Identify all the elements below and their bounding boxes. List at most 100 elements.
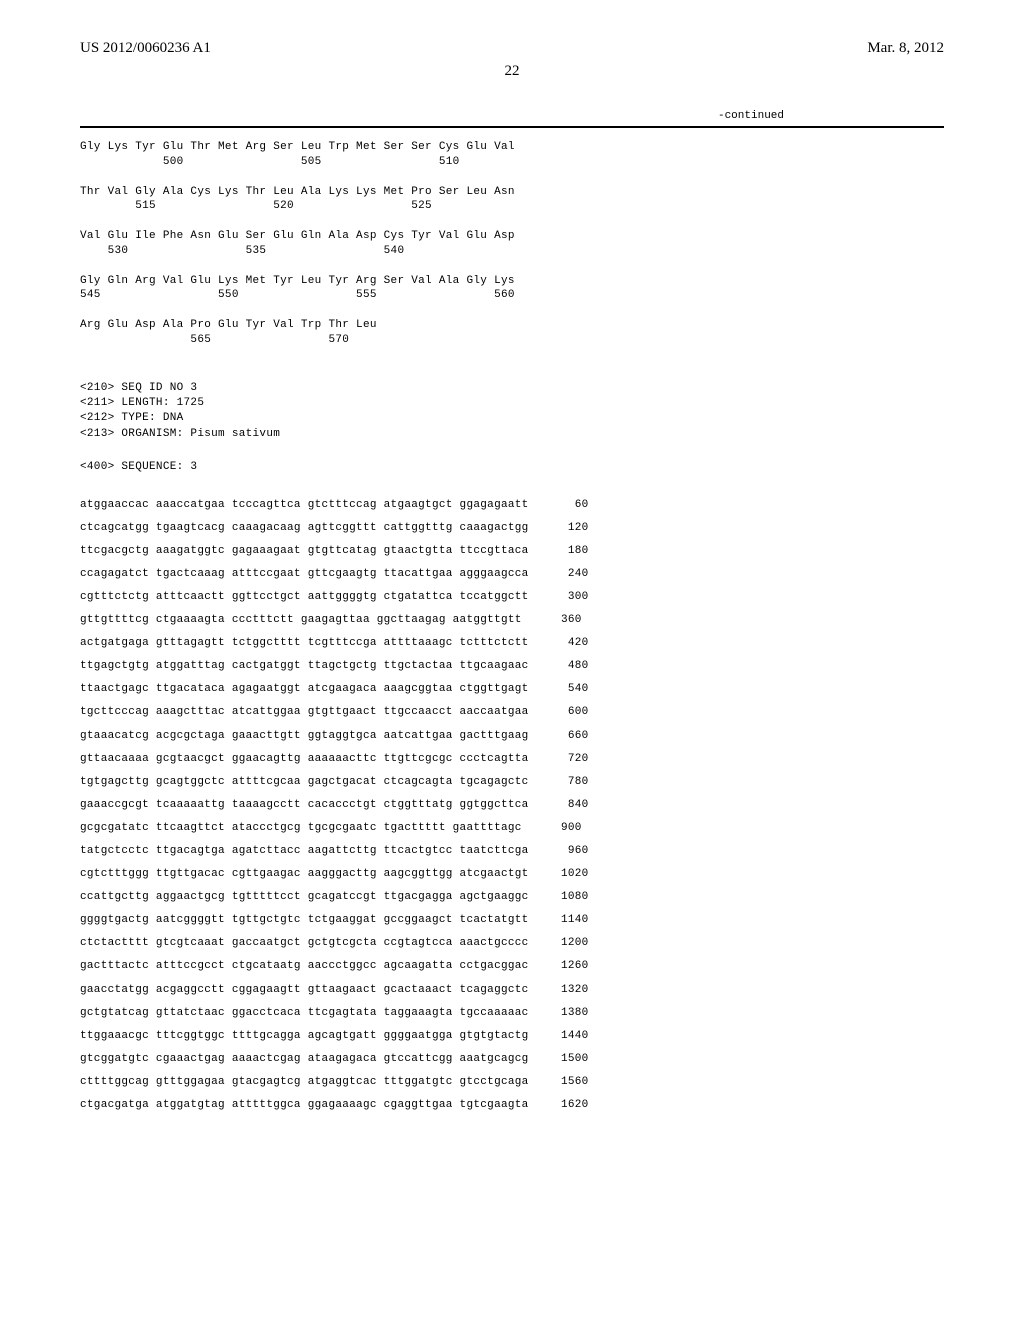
seq-length: <211> LENGTH: 1725: [80, 396, 944, 411]
dna-row: atggaaccac aaaccatgaa tcccagttca gtctttc…: [80, 494, 944, 517]
dna-position: 240: [529, 563, 589, 586]
dna-sequence: ccattgcttg aggaactgcg tgtttttcct gcagatc…: [80, 886, 529, 909]
continued-label: -continued: [80, 110, 944, 122]
protein-row: Thr Val Gly Ala Cys Lys Thr Leu Ala Lys …: [80, 185, 944, 230]
dna-row: ccagagatct tgactcaaag atttccgaat gttcgaa…: [80, 563, 944, 586]
top-rule: [80, 126, 944, 128]
dna-sequence: tgtgagcttg gcagtggctc attttcgcaa gagctga…: [80, 771, 529, 794]
dna-position: 360: [522, 609, 582, 632]
dna-position: 1560: [529, 1071, 589, 1094]
dna-sequence: ctgacgatga atggatgtag atttttggca ggagaaa…: [80, 1094, 529, 1117]
dna-row: ggggtgactg aatcggggtt tgttgctgtc tctgaag…: [80, 909, 944, 932]
dna-row: ttcgacgctg aaagatggtc gagaaagaat gtgttca…: [80, 540, 944, 563]
dna-position: 300: [529, 586, 589, 609]
dna-position: 180: [529, 540, 589, 563]
protein-sequence-block: Gly Lys Tyr Glu Thr Met Arg Ser Leu Trp …: [80, 140, 944, 363]
protein-row: Val Glu Ile Phe Asn Glu Ser Glu Gln Ala …: [80, 229, 944, 274]
dna-position: 960: [529, 840, 589, 863]
dna-sequence: gaacctatgg acgaggcctt cggagaagtt gttaaga…: [80, 979, 529, 1002]
dna-row: cgtctttggg ttgttgacac cgttgaagac aagggac…: [80, 863, 944, 886]
dna-sequence: gaaaccgcgt tcaaaaattg taaaagcctt cacaccc…: [80, 794, 529, 817]
dna-position: 120: [529, 517, 589, 540]
dna-position: 60: [529, 494, 589, 517]
dna-sequence: actgatgaga gtttagagtt tctggctttt tcgtttc…: [80, 632, 529, 655]
dna-sequence: cttttggcag gtttggagaa gtacgagtcg atgaggt…: [80, 1071, 529, 1094]
dna-row: gtcggatgtc cgaaactgag aaaactcgag ataagag…: [80, 1048, 944, 1071]
dna-position: 1440: [529, 1025, 589, 1048]
dna-row: gcgcgatatc ttcaagttct ataccctgcg tgcgcga…: [80, 817, 944, 840]
dna-position: 540: [529, 678, 589, 701]
dna-sequence: ctcagcatgg tgaagtcacg caaagacaag agttcgg…: [80, 517, 529, 540]
seq-id: <210> SEQ ID NO 3: [80, 381, 944, 396]
dna-sequence: cgtctttggg ttgttgacac cgttgaagac aagggac…: [80, 863, 529, 886]
dna-row: cttttggcag gtttggagaa gtacgagtcg atgaggt…: [80, 1071, 944, 1094]
dna-position: 780: [529, 771, 589, 794]
dna-sequence: gctgtatcag gttatctaac ggacctcaca ttcgagt…: [80, 1002, 529, 1025]
dna-sequence: tatgctcctc ttgacagtga agatcttacc aagattc…: [80, 840, 529, 863]
dna-position: 720: [529, 748, 589, 771]
protein-row: Arg Glu Asp Ala Pro Glu Tyr Val Trp Thr …: [80, 318, 944, 363]
dna-row: cgtttctctg atttcaactt ggttcctgct aattggg…: [80, 586, 944, 609]
dna-sequence: ttggaaacgc tttcggtggc ttttgcagga agcagtg…: [80, 1025, 529, 1048]
dna-sequence: ttgagctgtg atggatttag cactgatggt ttagctg…: [80, 655, 529, 678]
dna-sequence: ttcgacgctg aaagatggtc gagaaagaat gtgttca…: [80, 540, 529, 563]
dna-position: 1320: [529, 979, 589, 1002]
dna-sequence: ttaactgagc ttgacataca agagaatggt atcgaag…: [80, 678, 529, 701]
page-number: 22: [80, 63, 944, 80]
dna-row: ttggaaacgc tttcggtggc ttttgcagga agcagtg…: [80, 1025, 944, 1048]
dna-row: tgcttcccag aaagctttac atcattggaa gtgttga…: [80, 701, 944, 724]
sequence-metadata: <210> SEQ ID NO 3 <211> LENGTH: 1725 <21…: [80, 381, 944, 443]
dna-position: 1080: [529, 886, 589, 909]
dna-position: 1200: [529, 932, 589, 955]
dna-sequence: ctctactttt gtcgtcaaat gaccaatgct gctgtcg…: [80, 932, 529, 955]
dna-sequence: ccagagatct tgactcaaag atttccgaat gttcgaa…: [80, 563, 529, 586]
dna-row: ctcagcatgg tgaagtcacg caaagacaag agttcgg…: [80, 517, 944, 540]
seq-type: <212> TYPE: DNA: [80, 411, 944, 426]
dna-sequence: gcgcgatatc ttcaagttct ataccctgcg tgcgcga…: [80, 817, 522, 840]
dna-sequence: gttaacaaaa gcgtaacgct ggaacagttg aaaaaac…: [80, 748, 529, 771]
sequence-label: <400> SEQUENCE: 3: [80, 460, 944, 475]
dna-row: gctgtatcag gttatctaac ggacctcaca ttcgagt…: [80, 1002, 944, 1025]
dna-position: 1140: [529, 909, 589, 932]
dna-row: gactttactc atttccgcct ctgcataatg aaccctg…: [80, 955, 944, 978]
dna-position: 480: [529, 655, 589, 678]
protein-row: Gly Gln Arg Val Glu Lys Met Tyr Leu Tyr …: [80, 274, 944, 319]
dna-position: 1380: [529, 1002, 589, 1025]
dna-row: ttgagctgtg atggatttag cactgatggt ttagctg…: [80, 655, 944, 678]
publication-date: Mar. 8, 2012: [867, 40, 944, 57]
dna-position: 1260: [529, 955, 589, 978]
seq-organism: <213> ORGANISM: Pisum sativum: [80, 427, 944, 442]
dna-position: 600: [529, 701, 589, 724]
dna-row: gaaaccgcgt tcaaaaattg taaaagcctt cacaccc…: [80, 794, 944, 817]
dna-sequence: cgtttctctg atttcaactt ggttcctgct aattggg…: [80, 586, 529, 609]
dna-row: gtaaacatcg acgcgctaga gaaacttgtt ggtaggt…: [80, 725, 944, 748]
dna-row: ctgacgatga atggatgtag atttttggca ggagaaa…: [80, 1094, 944, 1117]
dna-row: tatgctcctc ttgacagtga agatcttacc aagattc…: [80, 840, 944, 863]
dna-position: 1500: [529, 1048, 589, 1071]
dna-row: ttaactgagc ttgacataca agagaatggt atcgaag…: [80, 678, 944, 701]
dna-row: gttaacaaaa gcgtaacgct ggaacagttg aaaaaac…: [80, 748, 944, 771]
dna-sequence: gactttactc atttccgcct ctgcataatg aaccctg…: [80, 955, 529, 978]
dna-sequence: gtaaacatcg acgcgctaga gaaacttgtt ggtaggt…: [80, 725, 529, 748]
dna-row: tgtgagcttg gcagtggctc attttcgcaa gagctga…: [80, 771, 944, 794]
dna-sequence-block: atggaaccac aaaccatgaa tcccagttca gtctttc…: [80, 494, 944, 1118]
dna-sequence: ggggtgactg aatcggggtt tgttgctgtc tctgaag…: [80, 909, 529, 932]
dna-row: gaacctatgg acgaggcctt cggagaagtt gttaaga…: [80, 979, 944, 1002]
dna-position: 840: [529, 794, 589, 817]
dna-position: 1620: [529, 1094, 589, 1117]
protein-row: Gly Lys Tyr Glu Thr Met Arg Ser Leu Trp …: [80, 140, 944, 185]
dna-position: 660: [529, 725, 589, 748]
dna-row: ccattgcttg aggaactgcg tgtttttcct gcagatc…: [80, 886, 944, 909]
dna-row: ctctactttt gtcgtcaaat gaccaatgct gctgtcg…: [80, 932, 944, 955]
seq-400: <400> SEQUENCE: 3: [80, 460, 944, 475]
dna-sequence: atggaaccac aaaccatgaa tcccagttca gtctttc…: [80, 494, 529, 517]
publication-number: US 2012/0060236 A1: [80, 40, 211, 57]
dna-sequence: tgcttcccag aaagctttac atcattggaa gtgttga…: [80, 701, 529, 724]
dna-position: 1020: [529, 863, 589, 886]
dna-sequence: gtcggatgtc cgaaactgag aaaactcgag ataagag…: [80, 1048, 529, 1071]
dna-row: gttgttttcg ctgaaaagta ccctttctt gaagagtt…: [80, 609, 944, 632]
dna-position: 420: [529, 632, 589, 655]
dna-position: 900: [522, 817, 582, 840]
dna-row: actgatgaga gtttagagtt tctggctttt tcgtttc…: [80, 632, 944, 655]
dna-sequence: gttgttttcg ctgaaaagta ccctttctt gaagagtt…: [80, 609, 522, 632]
